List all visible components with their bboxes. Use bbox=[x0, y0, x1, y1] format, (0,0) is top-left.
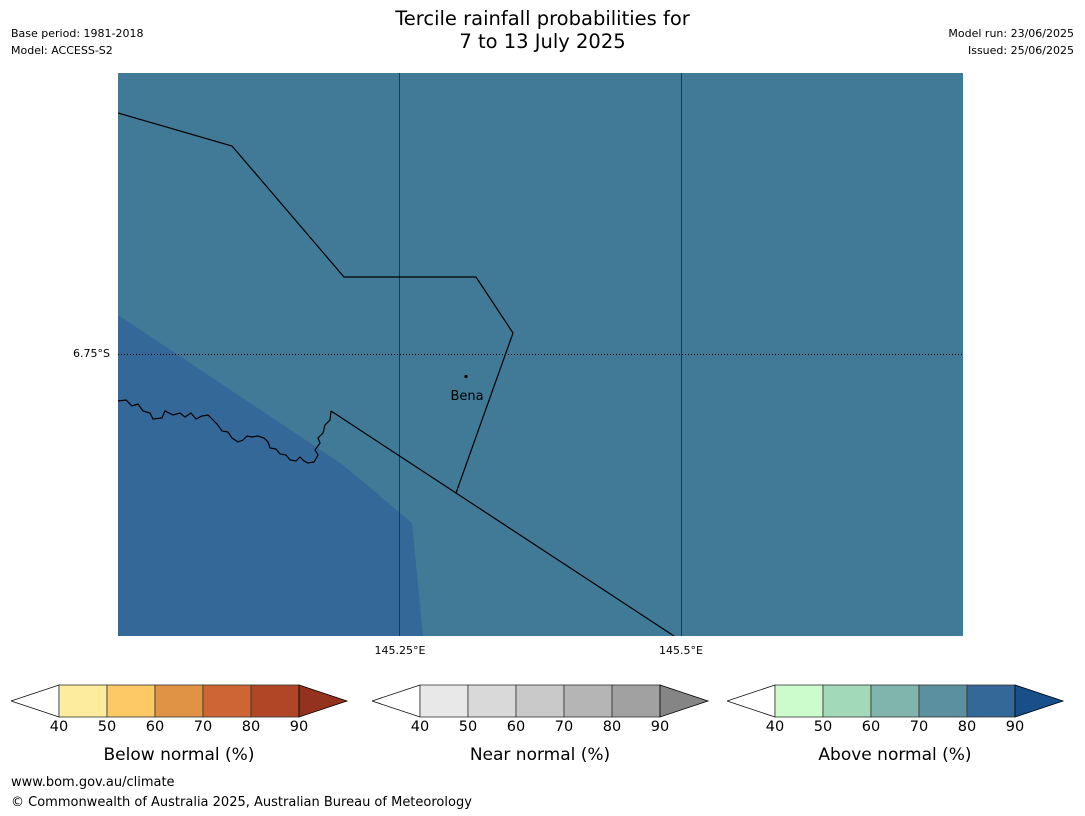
colorbar-tick-label: 60 bbox=[145, 719, 165, 735]
above-normal-region bbox=[118, 315, 423, 636]
model-text: Model: ACCESS-S2 bbox=[11, 44, 113, 57]
colorbar-segment bbox=[467, 684, 517, 718]
colorbar-tick-label: 90 bbox=[289, 719, 309, 735]
title-line-1: Tercile rainfall probabilities for bbox=[395, 7, 690, 30]
colorbar-segment bbox=[154, 684, 204, 718]
colorbar-label-near: Near normal (%) bbox=[469, 745, 611, 765]
colorbar-tick-label: 80 bbox=[957, 719, 977, 735]
title-line-2: 7 to 13 July 2025 bbox=[459, 30, 626, 53]
colorbar-label-above: Above normal (%) bbox=[818, 745, 972, 765]
colorbar-tick-label: 90 bbox=[1005, 719, 1025, 735]
colorbar-graphic bbox=[9, 684, 349, 718]
colorbar-extend-low bbox=[725, 684, 776, 718]
colorbar-tick-label: 80 bbox=[241, 719, 261, 735]
colorbar-extend-high bbox=[298, 684, 349, 718]
footer-copyright: © Commonwealth of Australia 2025, Austra… bbox=[11, 795, 472, 810]
forecast-map: Bena bbox=[117, 73, 963, 637]
colorbar-segment bbox=[611, 684, 661, 718]
map-canvas: Bena bbox=[117, 73, 963, 637]
latitude-label: 6.75°S bbox=[73, 347, 110, 360]
colorbar-segment bbox=[774, 684, 824, 718]
colorbar-extend-low bbox=[9, 684, 60, 718]
colorbar-segment bbox=[58, 684, 108, 718]
colorbar-segment bbox=[870, 684, 920, 718]
colorbar-tick-label: 40 bbox=[410, 719, 430, 735]
colorbar-below-normal bbox=[9, 684, 349, 723]
page-title: Tercile rainfall probabilities for 7 to … bbox=[0, 7, 1085, 53]
colorbar-segment bbox=[918, 684, 968, 718]
metadata-left: Base period: 1981-2018 Model: ACCESS-S2 bbox=[11, 25, 143, 59]
model-run-text: Model run: 23/06/2025 bbox=[948, 27, 1074, 40]
colorbar-tick-label: 40 bbox=[765, 719, 785, 735]
colorbar-extend-high bbox=[1014, 684, 1065, 718]
colorbar-tick-label: 50 bbox=[458, 719, 478, 735]
colorbar-tick-label: 80 bbox=[602, 719, 622, 735]
province-boundary bbox=[330, 410, 675, 637]
metadata-right: Model run: 23/06/2025 Issued: 25/06/2025 bbox=[948, 25, 1074, 59]
longitude-label: 145.5°E bbox=[659, 644, 703, 657]
colorbar-tick-label: 50 bbox=[813, 719, 833, 735]
town-marker bbox=[464, 374, 468, 379]
colorbar-near-normal bbox=[370, 684, 710, 723]
colorbar-tick-label: 60 bbox=[861, 719, 881, 735]
colorbar-label-below: Below normal (%) bbox=[103, 745, 255, 765]
colorbar-tick-label: 70 bbox=[193, 719, 213, 735]
colorbar-graphic bbox=[370, 684, 710, 718]
colorbar-tick-label: 60 bbox=[506, 719, 526, 735]
colorbar-segment bbox=[202, 684, 252, 718]
colorbar-segment bbox=[250, 684, 300, 718]
colorbar-extend-low bbox=[370, 684, 421, 718]
colorbar-extend-high bbox=[659, 684, 710, 718]
colorbar-segment bbox=[822, 684, 872, 718]
footer-url[interactable]: www.bom.gov.au/climate bbox=[11, 775, 175, 790]
colorbar-segment bbox=[966, 684, 1016, 718]
colorbar-tick-label: 90 bbox=[650, 719, 670, 735]
colorbar-segment bbox=[106, 684, 156, 718]
district-boundary bbox=[117, 399, 332, 464]
province-boundary bbox=[117, 112, 514, 494]
colorbar-segment bbox=[419, 684, 469, 718]
colorbar-graphic bbox=[725, 684, 1065, 718]
base-period-text: Base period: 1981-2018 bbox=[11, 27, 144, 40]
colorbar-tick-label: 70 bbox=[554, 719, 574, 735]
issued-text: Issued: 25/06/2025 bbox=[967, 44, 1074, 57]
colorbar-tick-label: 70 bbox=[909, 719, 929, 735]
colorbar-tick-label: 40 bbox=[49, 719, 69, 735]
town-label: Bena bbox=[450, 389, 483, 404]
colorbar-segment bbox=[563, 684, 613, 718]
colorbar-tick-label: 50 bbox=[97, 719, 117, 735]
colorbar-above-normal bbox=[725, 684, 1065, 723]
longitude-label: 145.25°E bbox=[374, 644, 426, 657]
colorbar-segment bbox=[515, 684, 565, 718]
